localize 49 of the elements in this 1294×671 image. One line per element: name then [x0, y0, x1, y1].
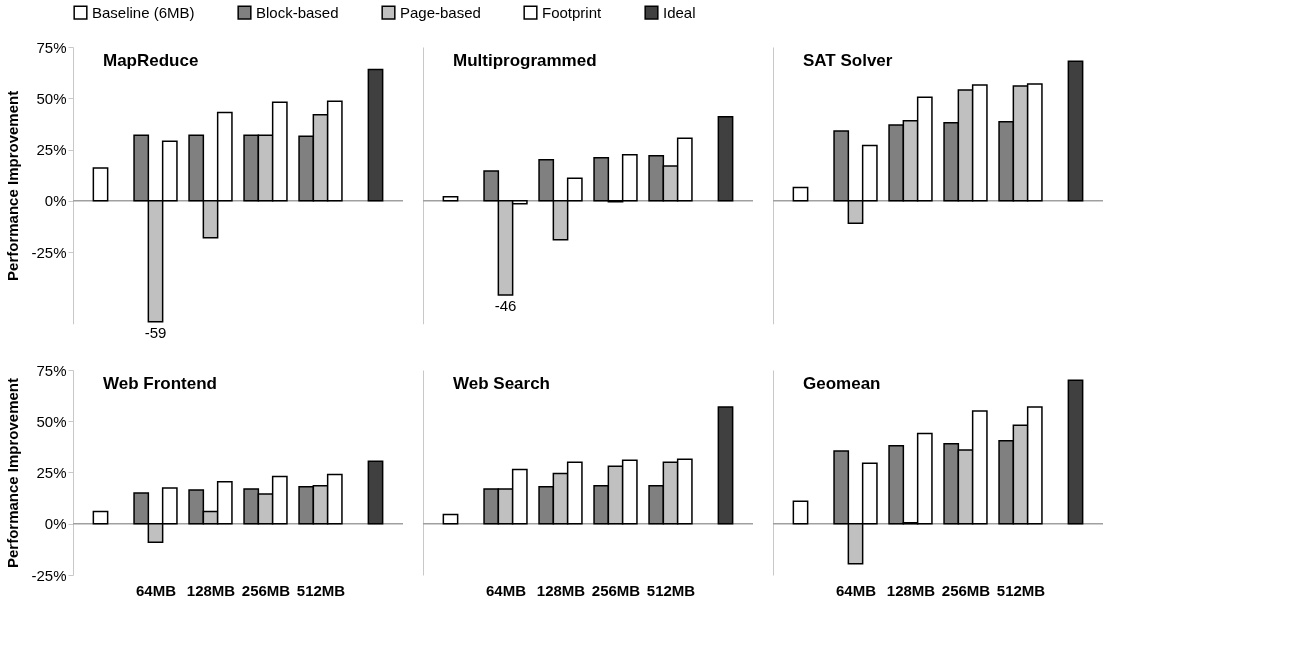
- y-tick-label: 50%: [36, 89, 67, 107]
- chart-title: Geomean: [803, 374, 881, 393]
- y-tick-label: 75%: [36, 38, 67, 56]
- y-tick-label: 25%: [36, 464, 67, 481]
- x-tick-label: 256MB: [241, 581, 291, 599]
- x-tick-label: 256MB: [941, 581, 991, 599]
- legend-label: Ideal: [663, 3, 696, 21]
- y-tick-label: -25%: [31, 243, 67, 261]
- legend-label: Footprint: [542, 3, 603, 21]
- bar: [717, 115, 734, 202]
- y-tick-label: 25%: [36, 141, 67, 158]
- x-tick-label: 128MB: [886, 581, 936, 599]
- bar: [367, 68, 384, 202]
- bar: [92, 510, 109, 525]
- legend-label: Page-based: [400, 3, 481, 21]
- x-tick-label: 512MB: [296, 581, 346, 599]
- y-axis-title: Performance Improvement: [4, 377, 22, 569]
- x-tick-label: 64MB: [485, 581, 527, 599]
- y-tick-label: 50%: [36, 412, 67, 430]
- chart-title: Web Search: [453, 374, 551, 393]
- data-label: -46: [494, 297, 517, 315]
- legend-label: Block-based: [256, 3, 339, 21]
- bar: [717, 406, 734, 525]
- bar: [367, 460, 384, 525]
- y-tick-label: 75%: [36, 361, 67, 379]
- bar: [792, 500, 809, 525]
- chart-title: MapReduce: [103, 51, 199, 70]
- data-label: -59: [144, 323, 167, 341]
- x-tick-label: 64MB: [135, 581, 177, 599]
- x-tick-label: 64MB: [835, 581, 877, 599]
- bar: [442, 195, 459, 202]
- bar: [442, 513, 459, 525]
- x-tick-label: 512MB: [646, 581, 696, 599]
- x-tick-label: 128MB: [536, 581, 586, 599]
- y-tick-label: 0%: [44, 192, 67, 210]
- y-axis-title: Performance Improvement: [4, 90, 22, 281]
- x-tick-label: 128MB: [186, 581, 236, 599]
- y-tick-label: -25%: [31, 566, 67, 584]
- bar: [1067, 379, 1084, 525]
- bar: [92, 167, 109, 202]
- x-tick-label: 256MB: [591, 581, 641, 599]
- chart-title: Web Frontend: [103, 374, 217, 393]
- chart-title: SAT Solver: [803, 51, 893, 70]
- y-tick-label: 0%: [44, 515, 67, 533]
- bar: [1067, 60, 1084, 202]
- legend-label: Baseline (6MB): [92, 3, 195, 21]
- x-tick-label: 512MB: [996, 581, 1046, 599]
- chart-title: Multiprogrammed: [453, 51, 597, 70]
- bar: [792, 186, 809, 202]
